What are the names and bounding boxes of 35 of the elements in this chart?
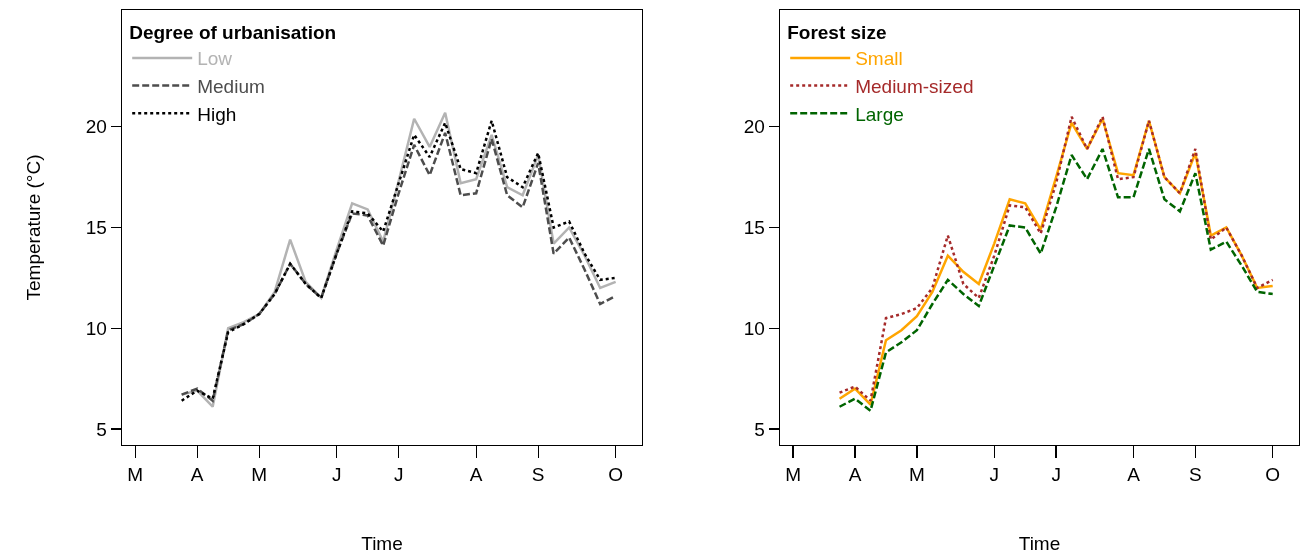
legend-label: High xyxy=(197,103,237,125)
legend-label: Medium-sized xyxy=(855,76,974,98)
x-tick-label: O xyxy=(608,464,624,486)
x-tick-label: J xyxy=(331,464,342,486)
y-tick-label: 20 xyxy=(743,116,765,138)
x-tick-label: M xyxy=(785,464,802,486)
x-tick-label: M xyxy=(251,464,268,486)
x-tick-label: S xyxy=(1189,464,1202,486)
y-tick-label: 10 xyxy=(743,317,765,339)
legend-title: Degree of urbanisation xyxy=(129,22,337,44)
x-tick-label: S xyxy=(531,464,545,486)
y-tick-label: 5 xyxy=(754,418,765,440)
x-tick-label: O xyxy=(1265,464,1281,486)
x-tick-label: A xyxy=(1127,464,1141,486)
x-tick-label: A xyxy=(469,464,483,486)
x-tick-label: M xyxy=(127,464,144,486)
x-tick-label: J xyxy=(1051,464,1061,486)
y-tick-label: 15 xyxy=(743,217,765,239)
legend-title: Forest size xyxy=(787,22,887,44)
x-tick-label: M xyxy=(908,464,925,486)
y-axis-title: Temperature (°C) xyxy=(22,154,44,301)
legend-label: Large xyxy=(855,103,904,125)
x-tick-label: A xyxy=(190,464,204,486)
y-tick-label: 5 xyxy=(96,418,107,440)
legend-label: Small xyxy=(855,48,903,70)
y-tick-label: 20 xyxy=(85,116,107,138)
x-tick-label: A xyxy=(848,464,862,486)
y-tick-label: 10 xyxy=(85,317,107,339)
x-axis-title: Time xyxy=(1018,532,1061,554)
x-tick-label: J xyxy=(393,464,404,486)
x-tick-label: J xyxy=(989,464,999,486)
y-tick-label: 15 xyxy=(85,217,107,239)
legend-label: Medium xyxy=(197,76,265,98)
x-axis-title: Time xyxy=(361,532,403,554)
legend-label: Low xyxy=(197,48,233,70)
